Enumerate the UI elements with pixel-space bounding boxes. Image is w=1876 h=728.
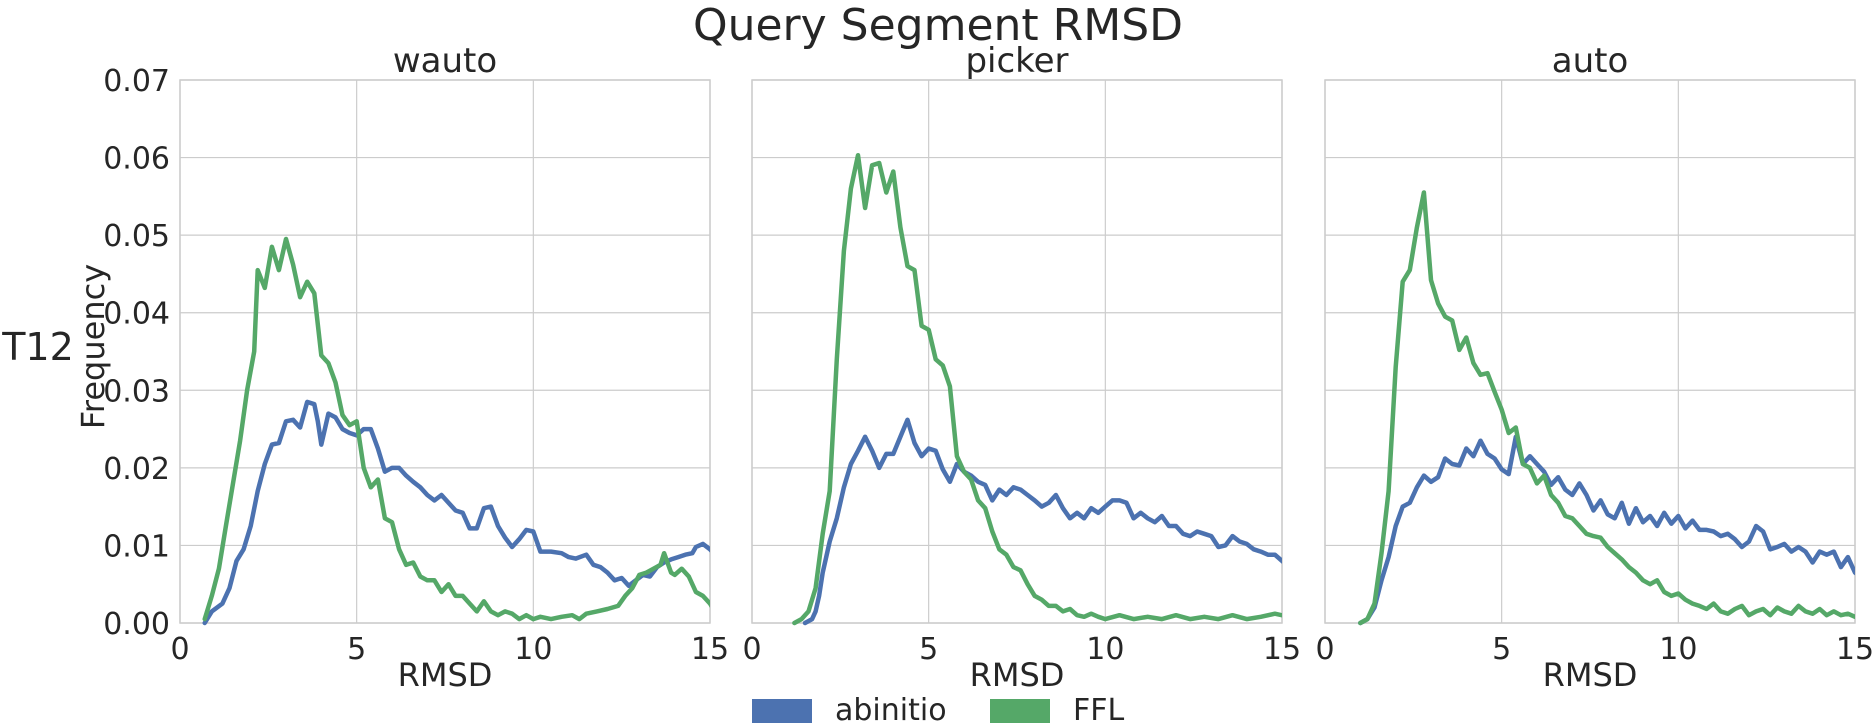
series-line-ffl <box>792 152 1282 626</box>
x-tick-label: 0 <box>1315 632 1334 667</box>
y-tick-label: 0.05 <box>103 219 170 254</box>
panel-title: picker <box>965 41 1068 81</box>
x-tick-label: 10 <box>514 632 552 667</box>
plot-area <box>1324 79 1856 624</box>
series-line-abinitio <box>202 399 710 626</box>
y-tick-label: 0.06 <box>103 142 170 177</box>
x-tick-label: 5 <box>919 632 938 667</box>
x-axis-label: RMSD <box>398 656 493 694</box>
y-axis-label: Frequency <box>74 264 112 429</box>
series-line-abinitio <box>1358 434 1855 626</box>
x-tick-label: 0 <box>170 632 189 667</box>
series-line-abinitio <box>802 417 1282 626</box>
x-tick-label: 15 <box>1836 632 1874 667</box>
x-tick-label: 10 <box>1659 632 1697 667</box>
panel-title: auto <box>1552 41 1629 81</box>
x-tick-label: 5 <box>1492 632 1511 667</box>
row-label: T12 <box>1 325 74 369</box>
y-tick-label: 0.02 <box>103 452 170 487</box>
legend-swatch-abinitio <box>752 699 812 723</box>
panel-picker: 0 5 10 15 picker RMSD <box>742 41 1301 694</box>
series-line-ffl <box>202 236 710 622</box>
panel-title: wauto <box>393 41 497 81</box>
legend: abinitio FFL <box>752 693 1125 728</box>
panel-wauto: 0 5 10 15 0.00 0.01 0.02 0.03 0.04 0.05 0.06 0.07 wa… <box>74 41 729 694</box>
y-tick-label: 0.00 <box>103 607 170 642</box>
x-tick-label: 15 <box>691 632 729 667</box>
y-tick-label: 0.03 <box>103 374 170 409</box>
legend-swatch-ffl <box>990 699 1050 723</box>
plot-area <box>179 79 711 624</box>
series-line-ffl <box>1358 190 1855 626</box>
legend-label-ffl: FFL <box>1073 693 1125 728</box>
x-axis-label: RMSD <box>1543 656 1638 694</box>
x-tick-label: 15 <box>1263 632 1301 667</box>
suptitle: Query Segment RMSD <box>693 0 1183 51</box>
y-tick-label: 0.04 <box>103 297 170 332</box>
y-tick-label: 0.01 <box>103 529 170 564</box>
x-tick-label: 5 <box>347 632 366 667</box>
x-axis-label: RMSD <box>970 656 1065 694</box>
x-tick-label: 10 <box>1086 632 1124 667</box>
y-tick-label: 0.07 <box>103 64 170 99</box>
legend-label-abinitio: abinitio <box>835 693 947 728</box>
panel-auto: 0 5 10 15 auto RMSD <box>1315 41 1874 694</box>
x-tick-label: 0 <box>742 632 761 667</box>
